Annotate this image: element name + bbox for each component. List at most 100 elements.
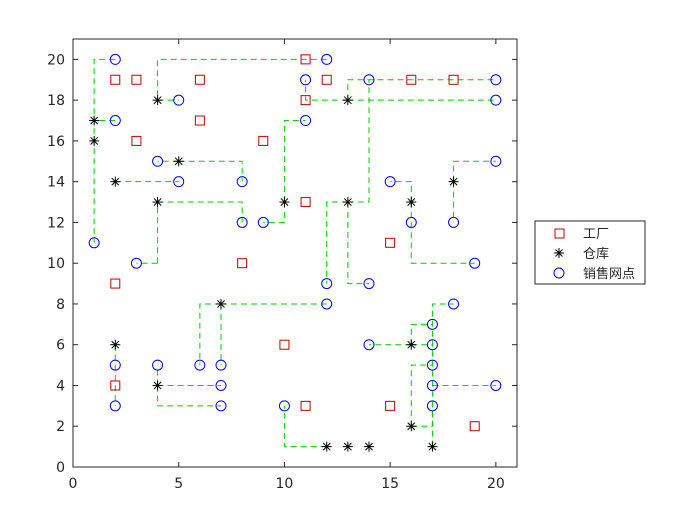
route-line-13 [347, 79, 370, 203]
route-line-35 [283, 405, 327, 448]
warehouse-point-7 [279, 197, 290, 208]
outlet-point-6 [490, 94, 502, 106]
route-line-4 [347, 79, 496, 101]
legend-box [534, 220, 646, 285]
x-tick-label-10: 10 [276, 476, 294, 492]
factory-point-13 [237, 258, 248, 269]
factory-point-0 [110, 74, 121, 85]
warehouse-point-5 [173, 156, 184, 167]
outlet-point-32 [426, 359, 438, 371]
legend-factory-marker [554, 228, 565, 239]
outlet-point-17 [448, 216, 460, 228]
outlet-point-5 [490, 74, 502, 86]
outlet-point-37 [215, 400, 227, 412]
warehouse-point-6 [152, 197, 163, 208]
warehouse-point-19 [364, 441, 374, 452]
outlet-point-26 [363, 339, 375, 351]
outlet-point-3 [300, 74, 312, 86]
y-tick-label-14: 14 [47, 175, 65, 191]
x-tick-label-5: 5 [174, 476, 183, 492]
outlet-point-8 [300, 115, 312, 127]
factory-point-6 [448, 74, 459, 85]
outlet-point-36 [109, 400, 121, 412]
y-tick-label-20: 20 [47, 52, 65, 68]
route-line-7 [178, 160, 243, 182]
outlet-point-31 [215, 359, 227, 371]
warehouse-point-11 [216, 298, 226, 309]
y-tick-label-10: 10 [47, 256, 65, 272]
outlet-point-13 [490, 155, 502, 167]
warehouse-point-0 [89, 115, 100, 126]
outlet-point-23 [321, 298, 333, 310]
legend-warehouse-marker [554, 248, 564, 258]
outlet-point-1 [321, 53, 333, 65]
y-tick-label-6: 6 [56, 338, 65, 354]
factory-point-8 [300, 95, 311, 106]
factory-point-14 [110, 278, 121, 289]
factory-point-18 [385, 400, 396, 411]
y-tick-label-18: 18 [47, 93, 65, 109]
data-points [88, 53, 502, 452]
outlet-point-16 [405, 216, 417, 228]
factory-point-11 [300, 197, 311, 208]
x-tick-label-15: 15 [381, 476, 399, 492]
warehouse-point-9 [406, 197, 417, 208]
route-line-0 [93, 58, 116, 243]
warehouse-point-10 [448, 176, 459, 187]
factory-point-16 [110, 380, 121, 391]
outlet-point-20 [469, 257, 481, 269]
warehouse-point-16 [427, 441, 438, 452]
legend-item-factory: 工厂 [554, 227, 609, 242]
route-line-21 [199, 303, 221, 366]
y-tick-label-8: 8 [56, 297, 65, 313]
factory-point-19 [469, 421, 480, 432]
outlet-point-25 [426, 318, 438, 330]
warehouse-point-14 [406, 339, 417, 350]
factory-point-17 [300, 400, 311, 411]
route-line-16 [390, 181, 412, 203]
route-line-9 [157, 201, 243, 223]
outlet-point-33 [215, 379, 227, 391]
outlet-point-22 [363, 278, 375, 290]
plot-frame [72, 38, 518, 468]
route-line-29 [410, 323, 433, 345]
route-line-19 [453, 160, 496, 182]
route-line-33 [431, 303, 454, 447]
route-line-10 [283, 120, 306, 203]
outlet-point-19 [130, 257, 142, 269]
factory-point-4 [321, 74, 332, 85]
route-lines [93, 58, 496, 448]
route-line-31 [410, 364, 433, 427]
y-tick-label-4: 4 [56, 378, 65, 394]
outlet-point-24 [448, 298, 460, 310]
outlet-point-27 [426, 339, 438, 351]
outlet-point-15 [257, 216, 269, 228]
y-tick-label-12: 12 [47, 215, 65, 231]
warehouse-point-2 [152, 95, 163, 106]
outlet-point-35 [490, 379, 502, 391]
legend-item-warehouse: 仓库 [554, 246, 609, 262]
legend-warehouse-label: 仓库 [583, 246, 609, 262]
outlet-point-0 [109, 53, 121, 65]
legend: 工厂 仓库 销售网点 [534, 220, 646, 285]
route-line-14 [347, 202, 369, 285]
warehouse-point-12 [110, 339, 121, 350]
route-line-17 [410, 222, 475, 264]
factory-point-5 [406, 74, 417, 85]
outlet-point-4 [363, 74, 375, 86]
outlet-point-12 [384, 176, 396, 188]
route-line-2 [157, 58, 327, 101]
outlet-point-11 [236, 176, 248, 188]
warehouse-point-18 [342, 441, 353, 452]
route-line-12 [326, 201, 348, 284]
legend-item-outlet: 销售网点 [553, 266, 635, 282]
y-tick-label-0: 0 [56, 460, 65, 476]
factory-point-3 [300, 54, 311, 65]
legend-outlet-marker [553, 267, 565, 279]
outlet-point-30 [194, 359, 206, 371]
outlet-point-21 [321, 278, 333, 290]
factory-point-9 [131, 135, 142, 146]
factory-point-2 [194, 74, 205, 85]
x-tick-label-0: 0 [69, 476, 78, 492]
